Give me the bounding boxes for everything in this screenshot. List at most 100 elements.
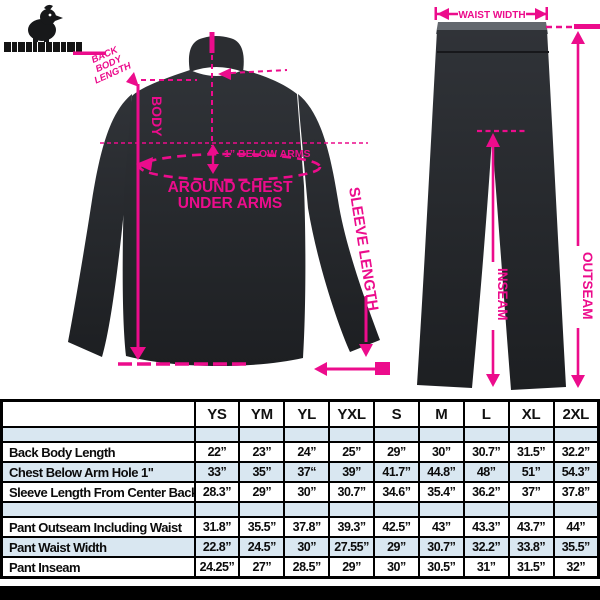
size-column-header: YXL: [328, 399, 375, 428]
value-cell: 51”: [507, 461, 555, 483]
size-column-header: YM: [238, 399, 286, 428]
value-cell: 30”: [283, 536, 331, 558]
value-cell: 33.8”: [507, 536, 555, 558]
header-empty-cell: [0, 399, 196, 428]
value-cell: 37”: [507, 481, 555, 503]
below-arms-label: 1” BELOW ARMS: [224, 148, 311, 160]
pants-graphic: [417, 22, 566, 390]
value-cell: 32”: [552, 556, 600, 579]
bottom-border-bar: [0, 586, 600, 600]
value-cell: 37.8”: [552, 481, 600, 503]
jacket-right-sleeve: [298, 94, 380, 352]
spacer-row: [0, 426, 600, 443]
size-column-header: L: [462, 399, 510, 428]
row-label-cell: Pant Waist Width: [0, 536, 196, 558]
value-cell: 22”: [193, 441, 241, 463]
value-cell: 30.7”: [328, 481, 375, 503]
table-row: Pant Outseam Including Waist 31.8” 35.5” 37…: [0, 516, 600, 538]
spacer-cell: [0, 501, 196, 518]
around-chest-label-1: AROUND CHEST: [168, 179, 293, 196]
value-cell: 31.8”: [193, 516, 241, 538]
center-back-arrow: [218, 68, 231, 80]
value-cell: 41.7”: [373, 461, 420, 483]
value-cell: 23”: [238, 441, 286, 463]
spacer-cell: [462, 426, 510, 443]
value-cell: 24.25”: [193, 556, 241, 579]
size-column-header: S: [373, 399, 420, 428]
value-cell: 30.7”: [417, 536, 465, 558]
size-chart-header: YS YM YL YXL S M L XL 2XL: [0, 399, 600, 428]
size-column-header: 2XL: [552, 399, 600, 428]
value-cell: 28.5”: [283, 556, 331, 579]
size-chart-body: Back Body Length 22” 23” 24” 25” 29” 30” 30.7” 3…: [0, 426, 600, 579]
spacer-cell: [507, 426, 555, 443]
brand-tagline: [73, 51, 106, 55]
value-cell: 30”: [373, 556, 420, 579]
value-cell: 44.8”: [417, 461, 465, 483]
value-cell: 27”: [238, 556, 286, 579]
spacer-cell: [417, 426, 465, 443]
table-row: Pant Waist Width 22.8” 24.5” 30” 27.55” 29” 30…: [0, 536, 600, 558]
jacket-body: [122, 70, 306, 366]
value-cell: 28.3”: [193, 481, 241, 503]
spacer-cell: [238, 426, 286, 443]
value-cell: 29”: [328, 556, 375, 579]
jacket-collar: [188, 36, 244, 72]
spacer-cell: [193, 501, 241, 518]
size-column-header: YS: [193, 399, 241, 428]
row-label-cell: Pant Inseam: [0, 556, 196, 579]
pants-body: [417, 30, 566, 390]
body-length-arrow: [130, 347, 146, 360]
value-cell: 43.3”: [462, 516, 510, 538]
value-cell: 35”: [238, 461, 286, 483]
inseam-label: INSEAM: [495, 268, 510, 321]
value-cell: 32.2”: [462, 536, 510, 558]
outseam-label: OUTSEAM: [580, 252, 595, 320]
around-chest-arrow: [136, 157, 153, 171]
value-cell: 29”: [238, 481, 286, 503]
value-cell: 29”: [373, 441, 420, 463]
outseam-arrow-down: [571, 375, 585, 388]
row-label-cell: Back Body Length: [0, 441, 196, 463]
below-arms-arrow-up: [207, 144, 219, 154]
value-cell: 54.3”: [552, 461, 600, 483]
value-cell: 34.6”: [373, 481, 420, 503]
waist-arrow-left: [437, 8, 449, 20]
value-cell: 43.7”: [507, 516, 555, 538]
value-cell: 44”: [552, 516, 600, 538]
around-chest-label-2: UNDER ARMS: [178, 195, 282, 212]
value-cell: 35.5”: [238, 516, 286, 538]
waist-width-label: WAIST WIDTH: [458, 10, 525, 21]
size-column-header: YL: [283, 399, 331, 428]
value-cell: 48”: [462, 461, 510, 483]
value-cell: 39”: [328, 461, 375, 483]
inseam-arrow-up: [486, 133, 500, 147]
value-cell: 35.5”: [552, 536, 600, 558]
value-cell: 42.5”: [373, 516, 420, 538]
waist-label-bg: [458, 7, 526, 21]
measurement-diagram: BODY BACK BODY LENGTH 1” BELOW ARMS AROU…: [4, 4, 600, 390]
spacer-cell: [373, 501, 420, 518]
waist-tick-left: [434, 7, 437, 20]
value-cell: 30.5”: [417, 556, 465, 579]
spacer-row: [0, 501, 600, 518]
jacket-graphic: [68, 36, 380, 366]
brand-logo: [4, 4, 106, 55]
spacer-cell: [462, 501, 510, 518]
value-cell: 24.5”: [238, 536, 286, 558]
center-back-top-tick: [209, 32, 215, 53]
waist-arrow-right: [535, 8, 547, 20]
brand-wordmark: [4, 42, 82, 52]
row-label-cell: Sleeve Length From Center Back: [0, 481, 196, 503]
cuff-marker: [375, 362, 390, 375]
body-label: BODY: [149, 96, 165, 137]
spacer-cell: [193, 426, 241, 443]
value-cell: 31.5”: [507, 556, 555, 579]
cuff-arrow: [314, 362, 327, 376]
spacer-cell: [328, 426, 375, 443]
row-label-cell: Pant Outseam Including Waist: [0, 516, 196, 538]
spacer-cell: [283, 501, 331, 518]
value-cell: 24”: [283, 441, 331, 463]
outseam-arrow-up: [571, 31, 585, 44]
